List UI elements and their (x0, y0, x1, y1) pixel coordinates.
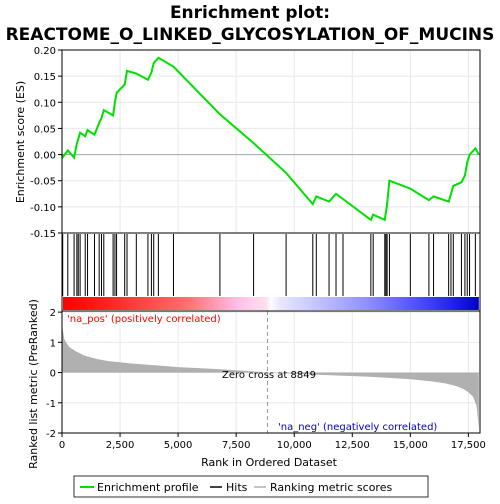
legend-box (73, 475, 429, 498)
metric-panel: 2 1 0 -1 -2 Zero cross at 8849 'na_pos' (posit… (46, 308, 486, 451)
x-tick-label: 0 (59, 440, 65, 451)
es-y-tick-label: 0.10 (34, 98, 56, 109)
positive-correlation-label: 'na_pos' (positively correlated) (67, 314, 221, 325)
zero-cross-label: Zero cross at 8849 (222, 370, 316, 381)
legend-metric-label: Ranking metric scores (270, 481, 392, 494)
es-y-tick-label: -0.10 (30, 203, 56, 214)
x-tick-label: 7,500 (222, 440, 251, 451)
chart-title-line2: REACTOME_O_LINKED_GLYCOSYLATION_OF_MUCIN… (6, 25, 495, 45)
x-tick-label: 15,000 (393, 440, 428, 451)
x-axis-label: Rank in Ordered Dataset (201, 456, 338, 469)
x-tick-label: 12,500 (335, 440, 370, 451)
negative-correlation-label: 'na_neg' (negatively correlated) (278, 422, 437, 433)
es-y-tick-label: 0.05 (34, 124, 56, 135)
x-tick-label: 10,000 (277, 440, 312, 451)
chart-title-line1: Enrichment plot: (170, 3, 330, 23)
metric-y-tick-label: -2 (46, 429, 56, 440)
es-axis-label: Enrichment score (ES) (14, 81, 27, 203)
metric-y-tick-label: -1 (46, 399, 56, 410)
es-y-tick-label: 0.00 (34, 151, 56, 162)
enrichment-profile-line (61, 56, 480, 222)
legend: Enrichment profile Hits Ranking metric s… (73, 475, 429, 498)
rank-color-bar (63, 297, 479, 310)
x-tick-label: 5,000 (164, 440, 193, 451)
es-y-tick-label: -0.15 (30, 229, 56, 240)
es-y-tick-label: 0.15 (34, 72, 56, 83)
hits-panel (61, 232, 481, 312)
es-y-tick-label: -0.05 (30, 177, 56, 188)
x-tick-label: 17,500 (451, 440, 486, 451)
es-panel: 0.20 0.15 0.10 0.05 0.00 -0.05 -0.10 -0.15 (30, 46, 481, 240)
metric-y-tick-label: 2 (50, 308, 56, 319)
metric-plot-frame (61, 310, 481, 434)
es-plot-area (62, 50, 480, 233)
ranking-metric-area (62, 324, 479, 429)
metric-y-tick-label: 0 (50, 369, 56, 380)
es-y-tick-label: 0.20 (34, 46, 56, 57)
legend-enrichment-label: Enrichment profile (97, 481, 199, 494)
metric-y-tick-label: 1 (50, 338, 56, 349)
metric-axis-label: Ranked list metric (PreRanked) (27, 299, 40, 469)
legend-hits-label: Hits (226, 481, 248, 494)
x-tick-label: 2,500 (106, 440, 135, 451)
